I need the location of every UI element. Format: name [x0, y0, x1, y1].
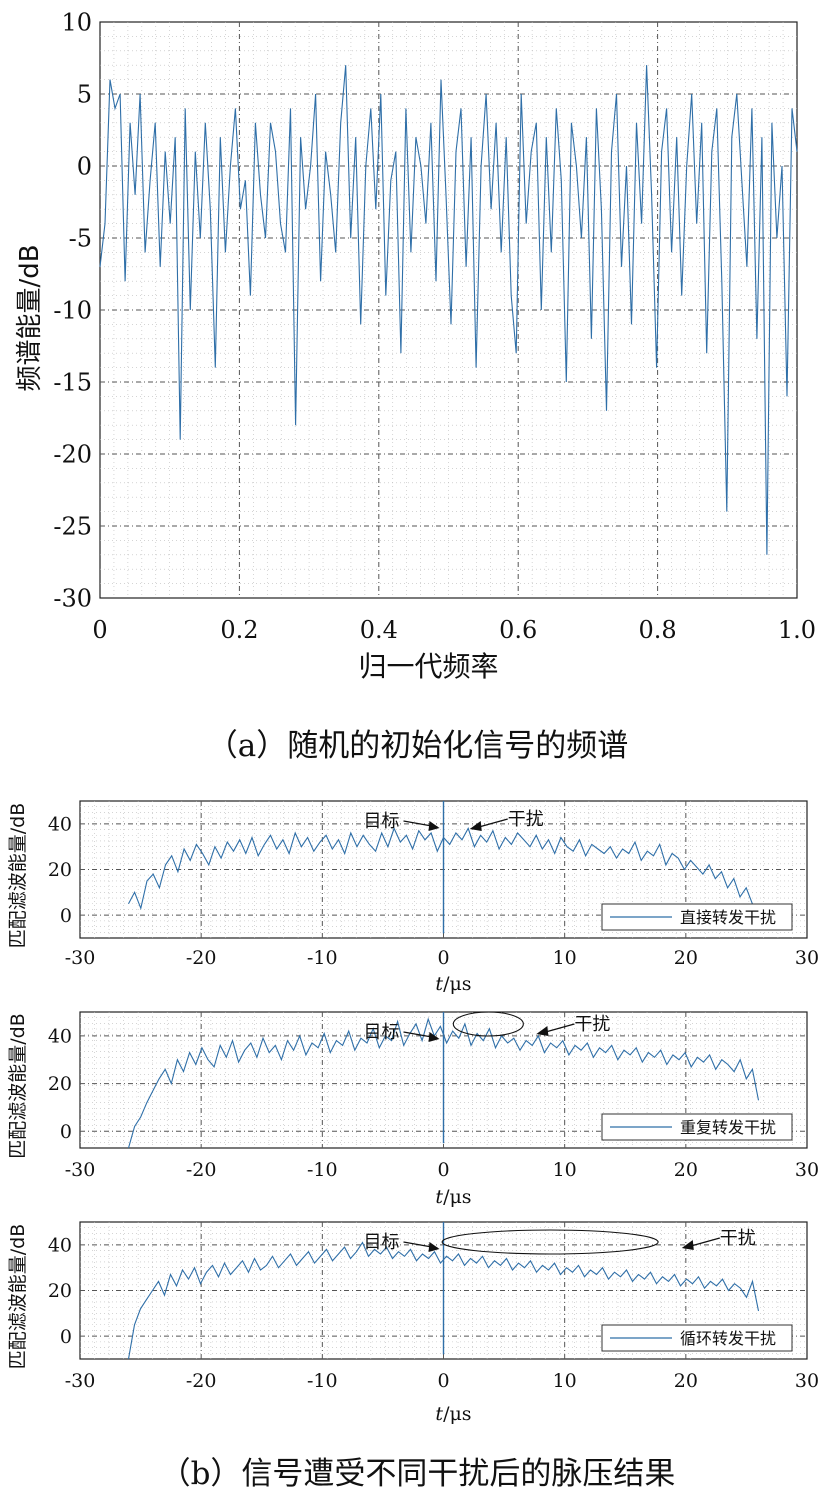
- x-tick-label: 30: [795, 1159, 819, 1181]
- x-tick-label: 0: [437, 1370, 449, 1392]
- y-tick-label: 20: [48, 1073, 72, 1095]
- x-axis-label-unit: /μs: [443, 973, 472, 995]
- y-tick-label: 10: [61, 8, 92, 36]
- x-tick-label: 0.2: [220, 616, 258, 644]
- annotation-jamming-label: 干扰: [720, 1228, 756, 1249]
- y-axis-label: 匹配滤波能量/dB: [7, 1224, 29, 1370]
- y-tick-label: 0: [60, 1121, 72, 1143]
- y-tick-label: 5: [77, 80, 92, 108]
- legend-label: 循环转发干扰: [680, 1329, 776, 1348]
- x-axis-label-var: t: [435, 973, 443, 995]
- y-tick-label: -10: [53, 296, 92, 324]
- x-tick-label: -20: [186, 1159, 217, 1181]
- chart-1: -30 -20 -10 0 10 20 30 40 20 0 t/μs 匹配滤波能量/dB 直接转发干扰…: [7, 800, 819, 995]
- x-tick-label: -20: [186, 1370, 217, 1392]
- y-axis-label: 频谱能量/dB: [15, 244, 45, 391]
- y-tick-label: -20: [53, 440, 92, 468]
- x-tick-label: 30: [795, 1370, 819, 1392]
- series-line: [99, 65, 798, 555]
- x-tick-label: 20: [674, 1370, 698, 1392]
- caption-a: （a）随机的初始化信号的频谱: [206, 728, 629, 764]
- x-axis-label-unit: /μs: [443, 1403, 472, 1425]
- x-tick-label: 0: [92, 616, 107, 644]
- x-tick-label: 10: [553, 947, 577, 969]
- y-tick-label: 40: [48, 1234, 72, 1256]
- x-tick-label: 0.8: [639, 616, 677, 644]
- annotation-target-label: 目标: [364, 1022, 400, 1043]
- x-tick-label: 0: [437, 1159, 449, 1181]
- chart-2: -30 -20 -10 0 10 20 30 40 20 0 t/μs 匹配滤波能量/dB 重复转发干扰…: [7, 1011, 819, 1208]
- x-tick-label: -20: [186, 947, 217, 969]
- chart-0: 0 0.2 0.4 0.6 0.8 1.0 10 5 0 -5 -10 -15 -20 -25 -30 归一代…: [15, 8, 816, 683]
- x-axis-label: t/μs: [435, 1186, 471, 1208]
- annotation-jamming-label: 干扰: [508, 809, 544, 830]
- caption-b: （b）信号遭受不同干扰后的脉压结果: [159, 1456, 676, 1492]
- x-tick-label: 20: [674, 1159, 698, 1181]
- x-tick-label: 0: [437, 947, 449, 969]
- x-tick-label: 10: [553, 1159, 577, 1181]
- x-tick-label: 0.6: [499, 616, 537, 644]
- y-tick-label: 20: [48, 859, 72, 881]
- y-tick-label: 0: [60, 1326, 72, 1348]
- annotation-target-label: 目标: [364, 811, 400, 832]
- chart-3: -30 -20 -10 0 10 20 30 40 20 0 t/μs 匹配滤波能量/dB 循环转发干扰…: [7, 1221, 819, 1425]
- y-tick-label: -25: [53, 512, 92, 540]
- y-tick-label: 40: [48, 813, 72, 835]
- annotation-target-arrowhead: [428, 1032, 440, 1042]
- legend-label: 直接转发干扰: [680, 908, 776, 927]
- y-tick-label: -15: [53, 368, 92, 396]
- y-tick-label: 40: [48, 1026, 72, 1048]
- x-tick-label: 1.0: [778, 616, 816, 644]
- y-tick-label: 0: [60, 905, 72, 927]
- x-tick-label: -10: [307, 1159, 338, 1181]
- x-tick-label: 10: [553, 1370, 577, 1392]
- annotation-jamming-arrowhead: [536, 1026, 549, 1036]
- annotation-target-arrowhead: [428, 1242, 440, 1252]
- x-tick-label: 20: [674, 947, 698, 969]
- y-tick-label: 0: [77, 152, 92, 180]
- x-tick-label: 30: [795, 947, 819, 969]
- x-tick-label: 0.4: [360, 616, 398, 644]
- x-tick-label: -30: [65, 1370, 96, 1392]
- y-axis-label: 匹配滤波能量/dB: [7, 1013, 29, 1159]
- x-tick-label: -10: [307, 947, 338, 969]
- jamming-ellipse: [452, 1011, 524, 1037]
- x-axis-label-unit: /μs: [443, 1186, 472, 1208]
- x-axis-label: t/μs: [435, 1403, 471, 1425]
- x-tick-label: -30: [65, 1159, 96, 1181]
- x-tick-label: -10: [307, 1370, 338, 1392]
- annotation-jamming-arrowhead: [681, 1240, 694, 1250]
- annotation-target-label: 目标: [364, 1232, 400, 1253]
- x-axis-label: 归一代频率: [358, 650, 498, 683]
- annotation-jamming-label: 干扰: [574, 1014, 610, 1035]
- y-axis-label: 匹配滤波能量/dB: [7, 803, 29, 949]
- x-axis-label: t/μs: [435, 973, 471, 995]
- legend-label: 重复转发干扰: [680, 1118, 776, 1137]
- x-tick-label: -30: [65, 947, 96, 969]
- y-tick-label: -5: [69, 224, 92, 252]
- y-tick-label: -30: [53, 584, 92, 612]
- x-axis-label-var: t: [435, 1186, 443, 1208]
- y-tick-label: 20: [48, 1280, 72, 1302]
- x-axis-label-var: t: [435, 1403, 443, 1425]
- annotation-jamming-arrowhead: [469, 821, 482, 831]
- jamming-ellipse: [441, 1229, 659, 1255]
- annotation-target-arrowhead: [428, 821, 440, 831]
